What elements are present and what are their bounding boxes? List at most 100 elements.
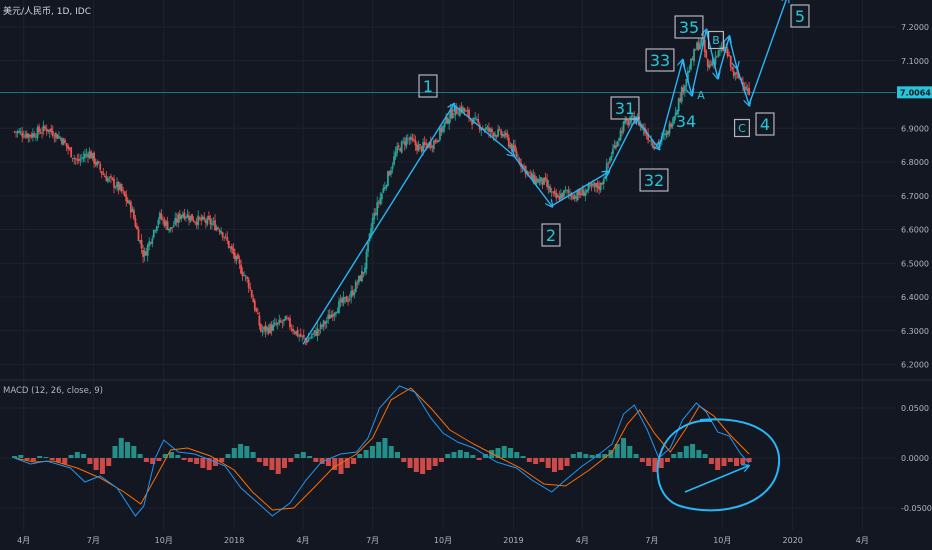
candle-body — [201, 216, 204, 220]
candle-body — [745, 86, 747, 91]
candle-body — [413, 139, 415, 141]
candle-body — [549, 186, 552, 193]
candle-body — [215, 226, 218, 231]
macd-histogram-bar — [489, 450, 495, 458]
candle-body — [312, 333, 314, 335]
candle-body — [618, 138, 620, 141]
wave-label-box — [733, 118, 751, 138]
wave-label: 1 — [423, 77, 433, 96]
candle-body — [177, 214, 180, 223]
candle-body — [241, 272, 244, 276]
macd-histogram-bar — [602, 454, 608, 458]
candle-body — [716, 55, 718, 57]
candle-body — [260, 324, 262, 332]
macd-histogram-bar — [715, 458, 721, 470]
candle-body — [286, 317, 288, 319]
macd-histogram-bar — [319, 458, 325, 464]
candle-body — [116, 182, 118, 188]
macd-histogram-bar — [30, 458, 36, 461]
candle-body — [65, 143, 68, 147]
candle-body — [122, 190, 125, 192]
candle-body — [53, 137, 56, 139]
macd-histogram-bar — [671, 454, 677, 458]
candle-body — [62, 138, 65, 146]
candle-body — [717, 50, 720, 57]
candle-body — [514, 144, 516, 152]
candle-body — [423, 141, 426, 145]
candle-body — [662, 134, 665, 136]
candle-body — [24, 134, 27, 138]
macd-histogram-bar — [12, 456, 18, 458]
candle-body — [417, 144, 420, 152]
candle-body — [180, 215, 183, 219]
candle-body — [526, 171, 529, 173]
candle-body — [194, 221, 197, 223]
candle-body — [439, 127, 441, 140]
candle-body — [667, 130, 669, 135]
candle-body — [142, 250, 144, 257]
candle-body — [673, 116, 676, 124]
macd-histogram-bar — [376, 442, 382, 458]
candle-body — [168, 228, 170, 231]
candle-body — [276, 322, 279, 325]
macd-histogram-bar — [294, 454, 300, 458]
candle-body — [743, 87, 746, 89]
macd-histogram-bar — [664, 458, 670, 462]
candle-body — [403, 141, 406, 145]
candle-body — [585, 189, 588, 193]
x-tick-label: 4月 — [296, 536, 309, 545]
candle-body — [723, 46, 726, 51]
macd-histogram-bar — [708, 458, 714, 464]
candle-body — [671, 123, 674, 127]
candle-body — [77, 158, 80, 162]
macd-histogram-bar — [482, 454, 488, 458]
candle-body — [25, 133, 28, 138]
macd-histogram-bar — [476, 458, 482, 460]
macd-histogram-bar — [325, 458, 331, 466]
candle-body — [353, 292, 356, 296]
candle-body — [706, 59, 709, 67]
candle-body — [90, 151, 92, 159]
macd-histogram-bar — [125, 442, 131, 458]
x-tick-label: 7月 — [87, 536, 100, 545]
candle-body — [197, 215, 200, 226]
macd-histogram-bar — [357, 454, 363, 458]
candle-body — [253, 300, 256, 310]
candle-body — [333, 313, 336, 316]
macd-histogram-bar — [150, 458, 156, 464]
candle-body — [686, 71, 689, 81]
candle-body — [532, 174, 535, 182]
candle-body — [324, 322, 327, 324]
candle-body — [217, 227, 219, 229]
candle-body — [73, 158, 76, 159]
macd-histogram-bar — [727, 458, 733, 462]
candle-body — [125, 194, 128, 202]
candle-body — [234, 252, 236, 259]
candle-body — [567, 190, 570, 193]
candle-body — [126, 199, 129, 204]
y-tick-label: 6.2000 — [901, 361, 929, 370]
macd-y-tick-label: 0.0500 — [901, 404, 929, 413]
candle-body — [237, 254, 239, 259]
candle-body — [70, 147, 73, 158]
candle-body — [732, 71, 735, 77]
x-tick-label: 7月 — [645, 536, 658, 545]
candle-body — [679, 98, 682, 102]
candle-body — [304, 338, 307, 341]
candle-body — [221, 232, 224, 238]
candle-body — [58, 136, 60, 138]
macd-histogram-bar — [639, 458, 645, 462]
macd-histogram-bar — [545, 458, 551, 468]
macd-histogram-bar — [238, 444, 244, 458]
candle-body — [354, 281, 357, 293]
macd-histogram-bar — [621, 438, 627, 458]
macd-histogram-bar — [520, 456, 526, 458]
wave-arrow — [691, 30, 707, 95]
macd-histogram-bar — [426, 458, 432, 470]
annotation-arrow — [684, 466, 748, 493]
candle-body — [393, 156, 395, 165]
candle-body — [507, 137, 510, 147]
wave-label: 4 — [760, 115, 770, 134]
macd-histogram-bar — [652, 458, 658, 472]
candle-body — [575, 196, 578, 199]
